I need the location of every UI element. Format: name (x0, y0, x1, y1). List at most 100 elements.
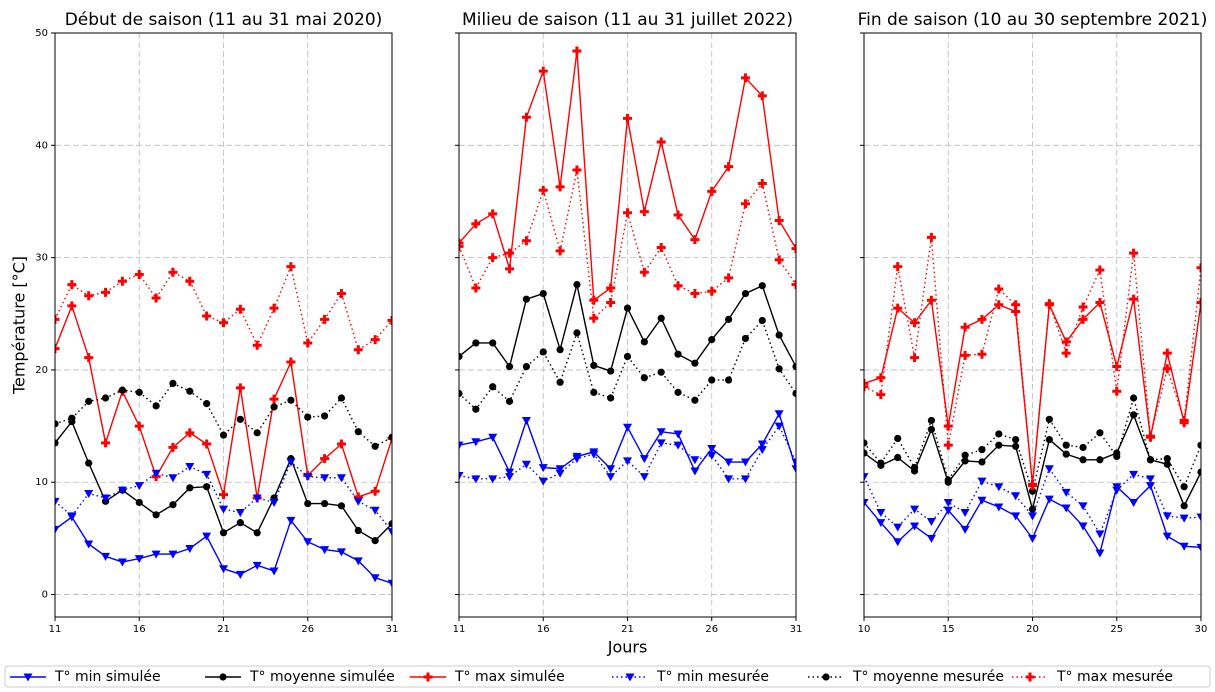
marker (1012, 442, 1020, 450)
marker (134, 482, 144, 491)
marker (910, 318, 920, 328)
marker (168, 267, 178, 277)
marker (151, 293, 161, 303)
marker (1061, 488, 1071, 497)
marker (864, 449, 868, 457)
marker (943, 421, 953, 431)
marker (774, 422, 784, 431)
marker (1180, 502, 1188, 510)
marker (774, 216, 784, 226)
marker (1011, 300, 1021, 310)
marker (1180, 483, 1188, 491)
marker (775, 331, 783, 339)
plot-area (864, 232, 1201, 558)
marker (791, 458, 796, 467)
marker (185, 428, 195, 438)
marker (236, 519, 244, 527)
marker (893, 523, 903, 532)
marker (55, 525, 60, 534)
marker (84, 353, 94, 363)
marker (943, 506, 953, 515)
x-tick-label: 26 (705, 624, 718, 635)
marker (893, 262, 903, 272)
x-tick-label: 21 (621, 624, 634, 635)
marker (538, 66, 548, 76)
marker (472, 405, 480, 413)
marker (488, 433, 498, 442)
marker (740, 475, 750, 484)
marker (1197, 441, 1201, 449)
marker (1095, 530, 1105, 539)
series-line (459, 319, 796, 411)
marker (894, 434, 902, 443)
marker (623, 304, 632, 312)
marker (606, 465, 616, 474)
marker (459, 471, 464, 480)
marker (724, 162, 734, 172)
marker (623, 208, 632, 218)
marker (708, 336, 716, 344)
marker (708, 376, 716, 384)
chart-title: Milieu de saison (11 au 31 juillet 2022) (462, 10, 793, 30)
marker (1197, 468, 1201, 476)
marker (304, 499, 312, 508)
marker (555, 182, 565, 192)
marker (354, 526, 362, 535)
marker (1045, 415, 1053, 423)
marker (353, 497, 363, 506)
marker (690, 456, 700, 465)
marker (589, 313, 599, 323)
marker (1028, 481, 1037, 491)
marker (673, 430, 683, 439)
marker (1162, 512, 1172, 521)
marker (864, 498, 869, 507)
marker (639, 207, 649, 217)
marker (691, 359, 699, 367)
marker (555, 469, 565, 478)
marker (1061, 348, 1071, 358)
marker (1130, 394, 1138, 402)
marker (864, 439, 868, 447)
marker (792, 362, 796, 371)
marker (539, 348, 547, 356)
marker (725, 376, 733, 384)
marker (1062, 441, 1070, 449)
marker (607, 394, 615, 402)
marker (84, 291, 94, 301)
marker (978, 446, 986, 454)
marker (388, 520, 392, 528)
series-line (459, 169, 796, 320)
marker (977, 477, 987, 486)
marker (894, 453, 902, 462)
legend-label: T° max simulée (454, 669, 565, 685)
marker (758, 282, 766, 290)
x-tick-label: 31 (386, 624, 399, 635)
marker (740, 73, 750, 83)
marker (1044, 495, 1054, 504)
marker (1061, 504, 1071, 513)
marker (219, 431, 228, 439)
marker (269, 567, 279, 576)
marker (1179, 542, 1189, 551)
marker (944, 476, 952, 484)
marker (67, 512, 77, 521)
marker (117, 276, 127, 286)
marker (151, 550, 161, 559)
marker (370, 486, 380, 496)
marker (521, 236, 531, 246)
axes-frame (54, 32, 393, 618)
marker (994, 300, 1004, 310)
marker (505, 473, 515, 482)
series-line (55, 382, 392, 448)
marker (724, 273, 734, 283)
marker (353, 492, 363, 502)
marker (994, 284, 1004, 294)
marker (488, 209, 498, 219)
marker (135, 498, 143, 507)
marker (489, 383, 497, 391)
marker (252, 494, 262, 503)
marker (471, 438, 481, 447)
marker (556, 346, 564, 354)
marker (740, 199, 750, 209)
